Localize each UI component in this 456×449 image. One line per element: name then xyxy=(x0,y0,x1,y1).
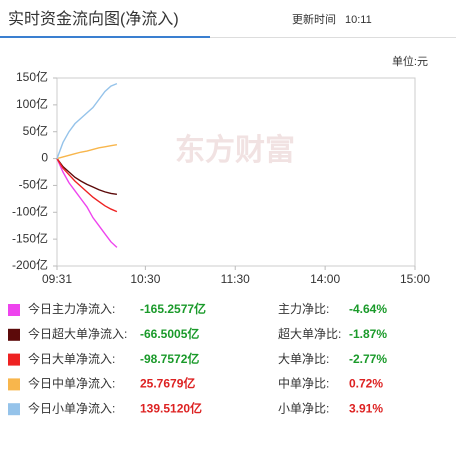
legend-name: 今日小单净流入: xyxy=(28,400,115,415)
y-tick-label: 0 xyxy=(41,151,48,165)
ratio-value: -1.87% xyxy=(349,327,387,341)
ratio-name: 主力净比: xyxy=(278,302,329,316)
legend-name: 今日主力净流入: xyxy=(28,301,115,316)
x-tick-label: 10:30 xyxy=(130,272,160,286)
update-label: 更新时间 xyxy=(292,12,336,26)
series-line xyxy=(56,82,118,159)
ratio-name: 大单净比: xyxy=(278,352,329,366)
x-tick-label: 11:30 xyxy=(221,272,250,286)
title-divider xyxy=(0,37,456,38)
series-line xyxy=(56,158,118,213)
y-tick-label: -50亿 xyxy=(19,177,48,192)
legend-swatch xyxy=(8,328,20,341)
ratio-name: 中单净比: xyxy=(278,376,329,391)
ratio-value: 3.91% xyxy=(349,401,383,415)
title-underline xyxy=(0,36,210,38)
series-line xyxy=(56,158,118,248)
x-tick-label: 15:00 xyxy=(400,272,430,286)
legend-swatch xyxy=(8,304,20,316)
x-tick-label: 09:31 xyxy=(42,272,72,286)
legend-swatch xyxy=(8,353,20,366)
legend-swatch xyxy=(8,403,20,416)
y-tick-label: 50亿 xyxy=(23,123,48,138)
legend-name: 今日超大单净流入: xyxy=(28,326,127,341)
ratio-name: 小单净比: xyxy=(278,401,329,415)
net-inflow: -165.2577亿 xyxy=(140,301,206,316)
net-inflow: -98.7572亿 xyxy=(140,351,199,366)
watermark: 东方财富 xyxy=(175,133,295,167)
net-inflow: 25.7679亿 xyxy=(140,376,195,391)
update-time: 10:11 xyxy=(345,14,372,26)
ratio-value: -4.64% xyxy=(349,302,387,316)
ratio-value: 0.72% xyxy=(349,377,383,391)
legend-name: 今日大单净流入: xyxy=(28,351,115,366)
net-inflow: -66.5005亿 xyxy=(140,326,199,341)
legend-swatch xyxy=(8,378,20,391)
legend-name: 今日中单净流入: xyxy=(28,376,115,391)
ratio-name: 超大单净比: xyxy=(278,326,341,341)
net-inflow: 139.5120亿 xyxy=(140,400,202,415)
y-tick-label: 100亿 xyxy=(16,96,48,111)
series-line xyxy=(56,144,118,160)
y-tick-label: -150亿 xyxy=(12,230,48,245)
plot-frame xyxy=(56,77,416,267)
title: 实时资金流向图(净流入) xyxy=(8,10,179,28)
x-tick-label: 14:00 xyxy=(310,272,340,286)
series-line xyxy=(56,158,118,195)
y-tick-label: 150亿 xyxy=(16,69,48,84)
ratio-value: -2.77% xyxy=(349,352,387,366)
y-tick-label: -200亿 xyxy=(12,257,48,272)
y-tick-label: -100亿 xyxy=(12,203,48,218)
unit-label: 单位:元 xyxy=(392,54,428,68)
